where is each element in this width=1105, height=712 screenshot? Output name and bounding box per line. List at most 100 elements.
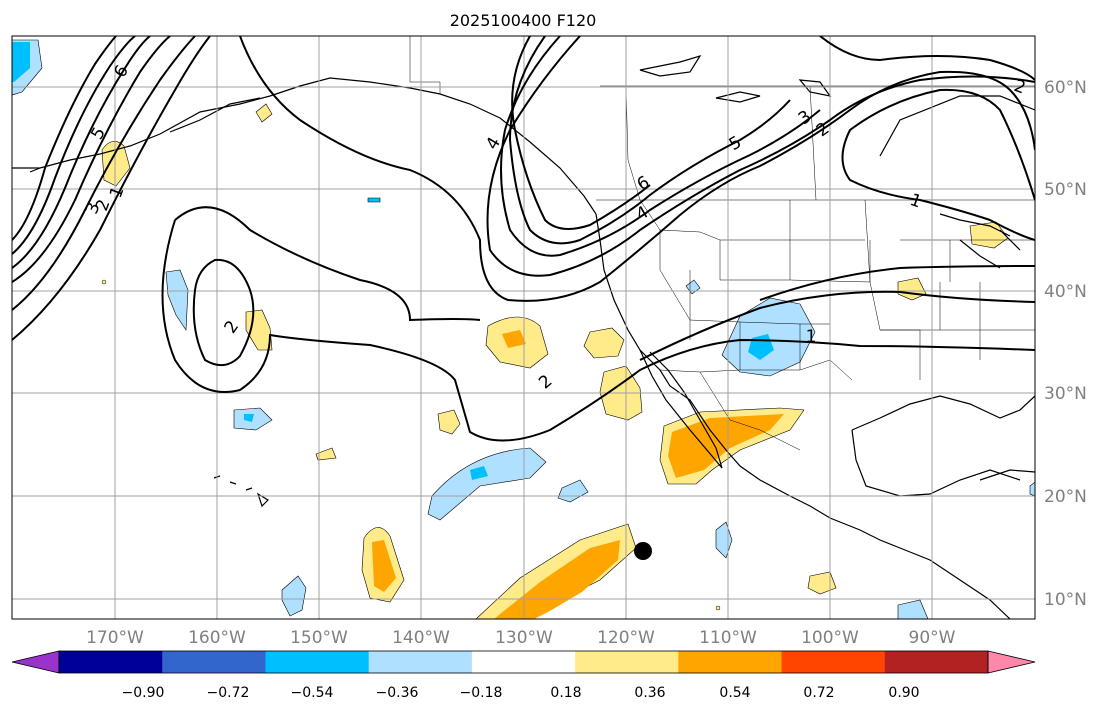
colorbar-tick-labels: −0.90 −0.72 −0.54 −0.36 −0.18 0.18 0.36 … <box>122 685 920 701</box>
x-tick-label: 140°W <box>392 628 450 648</box>
neg-anomaly-core <box>244 414 254 422</box>
hudson-bay <box>879 95 1035 157</box>
neg-anomaly-region <box>165 269 189 331</box>
contour-line <box>639 290 1035 361</box>
contour-line <box>192 258 255 367</box>
pos-anomaly-region <box>101 141 131 187</box>
contour-line <box>239 36 1035 302</box>
pos-anomaly-core <box>668 414 784 478</box>
neg-anomaly-core <box>470 466 488 480</box>
contour-label: 1 <box>806 327 817 347</box>
colorbar-tick-label: 0.54 <box>719 685 750 701</box>
pos-anomaly-region <box>807 571 837 595</box>
contour-line <box>511 36 651 230</box>
contour-line <box>12 36 136 255</box>
storm-center-marker <box>634 542 652 560</box>
contour-line <box>12 36 196 311</box>
anomaly-shading <box>12 39 1035 619</box>
y-axis: 60°N 50°N 40°N 30°N 20°N 10°N <box>1044 78 1087 610</box>
neg-anomaly-region <box>1029 481 1035 497</box>
pos-anomaly-region <box>255 103 273 123</box>
neg-anomaly-region <box>427 447 547 521</box>
contour-line <box>759 265 1035 301</box>
contour-line <box>161 219 1035 442</box>
x-tick-label: 130°W <box>495 628 553 648</box>
colorbar-tick-label: −0.72 <box>207 685 250 701</box>
contour-line <box>12 36 171 283</box>
x-tick-label: 120°W <box>597 628 655 648</box>
colorbar-tick-label: 0.36 <box>634 685 665 701</box>
colorbar-segment <box>678 651 783 673</box>
x-tick-label: 100°W <box>801 628 859 648</box>
x-tick-label: 90°W <box>909 628 956 648</box>
map-area: 6 5 3 2 1 2 2 1 6 5 4 4 3 2 1 2 <box>12 36 1035 619</box>
pos-anomaly-region <box>437 409 461 435</box>
colorbar-extend-high <box>987 650 1036 674</box>
contour-line <box>12 36 211 341</box>
height-contours <box>12 36 1035 442</box>
colorbar-segment <box>471 651 576 673</box>
arctic-island <box>715 91 761 103</box>
contour-line <box>500 36 821 257</box>
colorbar-segment <box>265 651 370 673</box>
contour-line <box>174 206 481 322</box>
arctic-island <box>639 54 702 77</box>
baja-california <box>639 349 723 469</box>
x-tick-label: 170°W <box>86 628 144 648</box>
y-tick-label: 50°N <box>1044 180 1087 200</box>
pos-anomaly-core <box>372 540 396 592</box>
colorbar-extend-low <box>11 650 60 674</box>
contour-line <box>819 36 1035 81</box>
map-frame <box>11 35 1036 620</box>
colorbar-tick-label: 0.72 <box>803 685 834 701</box>
y-tick-label: 20°N <box>1044 487 1087 507</box>
y-tick-label: 30°N <box>1044 384 1087 404</box>
alaska-coast <box>12 77 597 215</box>
colorbar-tick-label: −0.36 <box>376 685 419 701</box>
pos-anomaly-core <box>502 330 526 348</box>
contour-line <box>841 88 1035 241</box>
neg-anomaly-region <box>367 197 381 203</box>
colorbar-frame <box>58 650 989 674</box>
pos-anomaly-region <box>969 221 1009 249</box>
aleutian-chain <box>29 97 261 173</box>
neg-anomaly-region <box>281 575 307 617</box>
lat-lon-grid <box>12 36 1035 619</box>
colorbar-tick-label: 0.18 <box>550 685 581 701</box>
contour-line <box>12 36 117 241</box>
neg-anomaly-region <box>897 599 929 619</box>
colorbar-tick-label: −0.90 <box>122 685 165 701</box>
colorbar-tick-label: −0.54 <box>291 685 334 701</box>
y-tick-label: 60°N <box>1044 78 1087 98</box>
colorbar-tick-label: −0.18 <box>460 685 503 701</box>
cuba <box>979 469 1035 481</box>
colorbar-tick-label: 0.90 <box>888 685 919 701</box>
neg-anomaly-region <box>233 407 273 431</box>
contour-line <box>508 36 791 245</box>
x-tick-label: 150°W <box>290 628 348 648</box>
colorbar <box>11 650 1036 674</box>
pos-anomaly-region <box>315 447 337 461</box>
x-tick-label: 160°W <box>188 628 246 648</box>
contour-line <box>486 36 1035 277</box>
west-coast <box>595 213 1011 619</box>
colorbar-segment <box>368 651 473 673</box>
x-tick-label: 110°W <box>699 628 757 648</box>
colorbar-segment <box>162 651 266 673</box>
colorbar-segment <box>575 651 679 673</box>
y-tick-label: 10°N <box>1044 590 1087 610</box>
neg-anomaly-core <box>12 42 30 82</box>
contour-line <box>12 36 151 269</box>
colorbar-segment <box>781 651 886 673</box>
x-axis: 170°W 160°W 150°W 140°W 130°W 120°W 110°… <box>86 628 956 648</box>
y-tick-label: 40°N <box>1044 282 1087 302</box>
gulf-coast <box>851 395 1035 431</box>
pos-anomaly-region <box>583 327 625 359</box>
colorbar-segment <box>884 651 989 673</box>
colorbar-segment <box>59 651 163 673</box>
state-boundaries <box>409 36 1035 451</box>
small-islands <box>101 279 721 611</box>
chart-title: 2025100400 F120 <box>450 11 597 30</box>
coastlines <box>12 54 1035 619</box>
